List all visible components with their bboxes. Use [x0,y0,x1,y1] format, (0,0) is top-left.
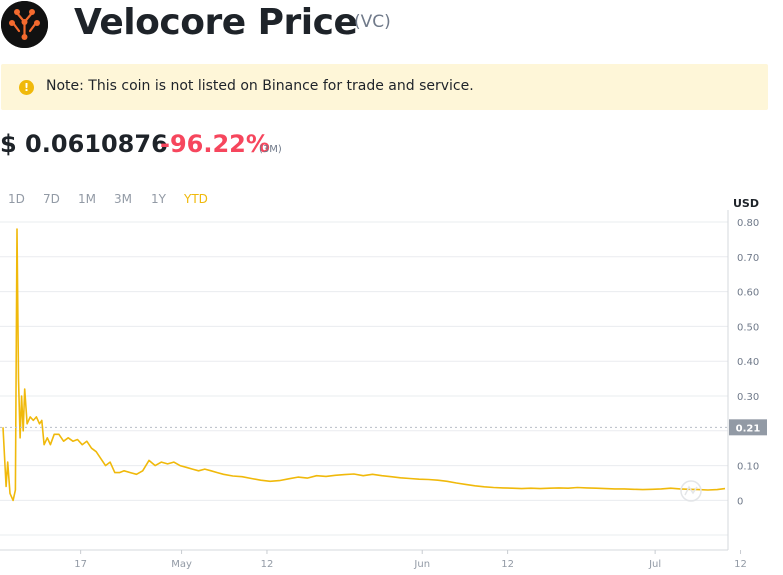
y-tick-label: 0.30 [737,392,759,403]
x-tick-label: May [171,559,192,570]
price-line [2,228,726,502]
chart-watermark-icon [680,480,702,502]
page-title: Velocore Price [74,2,358,43]
x-tick-label: 12 [734,559,747,570]
y-tick-label: 0.10 [737,462,759,473]
price-change: -96.22% [160,130,270,158]
velocore-logo [1,1,48,48]
x-tick-label: 12 [261,559,274,570]
coin-symbol: (VC) [354,12,391,32]
header: Velocore Price (VC) [0,0,783,52]
y-tick-label: 0 [737,496,743,507]
change-period: (3M) [259,144,282,155]
current-price: $ 0.0610876 [0,130,168,158]
notice-text: Note: This coin is not listed on Binance… [46,78,474,94]
range-tab-1m[interactable]: 1M [78,192,96,206]
range-tab-1d[interactable]: 1D [8,192,25,206]
listing-notice: ! Note: This coin is not listed on Binan… [1,64,768,110]
range-tab-1y[interactable]: 1Y [151,192,166,206]
currency-label: USD [733,197,759,210]
current-price-badge [729,419,767,436]
warning-icon: ! [19,80,34,95]
range-tab-ytd[interactable]: YTD [184,192,208,206]
y-tick-label: 0.40 [737,357,759,368]
x-tick-label: Jun [413,559,430,570]
range-tab-7d[interactable]: 7D [43,192,60,206]
range-tab-3m[interactable]: 3M [114,192,132,206]
x-tick-label: Jul [648,559,661,570]
y-tick-label: 0.70 [737,253,759,264]
x-tick-label: 12 [501,559,514,570]
y-tick-label: 0.50 [737,322,759,333]
price-chart[interactable]: 0.800.700.600.500.400.300.200.100 17May1… [0,210,783,575]
y-tick-label: 0.60 [737,288,759,299]
price-summary: $ 0.0610876 -96.22% (3M) [0,130,783,164]
velocore-logo-icon [1,1,48,48]
x-tick-label: 17 [74,559,87,570]
current-price-label: 0.21 [736,423,761,434]
y-tick-label: 0.80 [737,218,759,229]
